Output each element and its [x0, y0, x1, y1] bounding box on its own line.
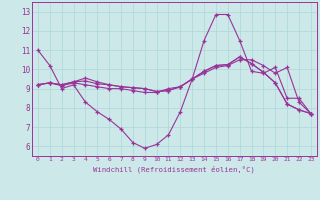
X-axis label: Windchill (Refroidissement éolien,°C): Windchill (Refroidissement éolien,°C): [93, 165, 255, 173]
